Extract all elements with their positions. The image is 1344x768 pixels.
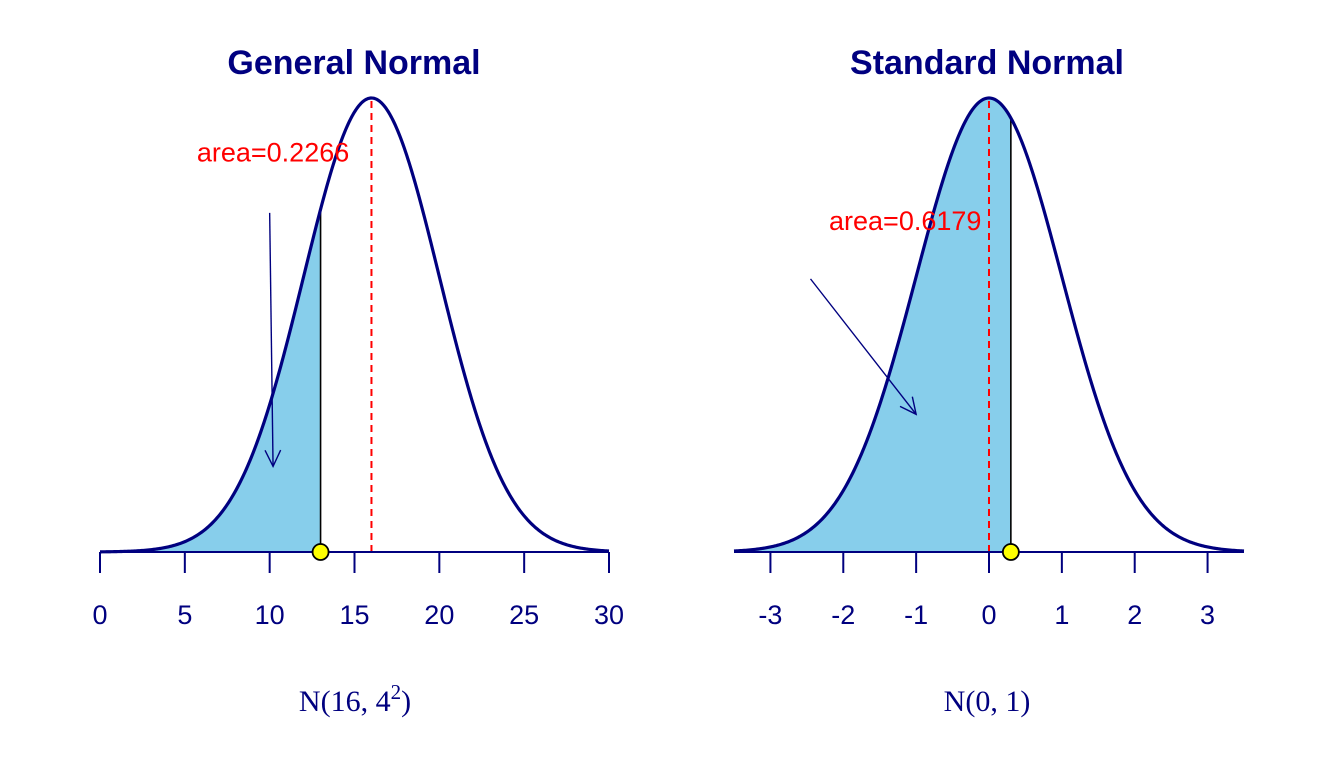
x-tick-label: 25 [509, 600, 539, 630]
cut-point-marker [311, 543, 330, 561]
x-axis-label-main: N(0, 1) [944, 685, 1031, 718]
x-tick-label: 20 [424, 600, 454, 630]
cut-point-marker [1001, 543, 1020, 561]
panel-general-normal: General Normal 0 5 10 15 20 25 30 area=0.2266 N(… [92, 44, 624, 718]
density-curve [733, 96, 1245, 553]
x-axis-label: N(16, 42) [299, 680, 411, 718]
shaded-area [734, 98, 1011, 552]
density-curve [99, 96, 610, 554]
annotation-arrow [809, 278, 917, 415]
panel-standard-normal: Standard Normal -3 -2 -1 0 1 2 3 area=0.6179 N(0… [733, 44, 1245, 718]
x-tick-label: 2 [1127, 600, 1142, 630]
x-tick-label: 0 [981, 600, 996, 630]
x-tick-label: 15 [339, 600, 369, 630]
x-axis-label: N(0, 1) [944, 685, 1031, 718]
x-tick-label: 10 [255, 600, 285, 630]
x-tick-label: 30 [594, 600, 624, 630]
x-tick-label: 3 [1200, 600, 1215, 630]
area-annotation: area=0.2266 [197, 137, 349, 167]
x-axis-label-close: ) [401, 685, 411, 718]
arrow-head [264, 449, 282, 469]
x-tick-label: -3 [758, 600, 782, 630]
x-axis-label-main: N(16, 4 [299, 685, 391, 718]
arrow-head [899, 396, 918, 416]
area-annotation: area=0.6179 [829, 206, 981, 236]
shaded-area [100, 209, 321, 553]
x-tick-label: -2 [831, 600, 855, 630]
x-tick-label: -1 [904, 600, 928, 630]
chart-title: General Normal [227, 44, 480, 82]
x-axis-label-superscript: 2 [391, 680, 402, 704]
chart-title: Standard Normal [850, 44, 1124, 82]
x-tick-label: 0 [92, 600, 107, 630]
x-tick-label: 1 [1054, 600, 1069, 630]
x-tick-label: 5 [177, 600, 192, 630]
annotation-arrow [268, 212, 274, 467]
